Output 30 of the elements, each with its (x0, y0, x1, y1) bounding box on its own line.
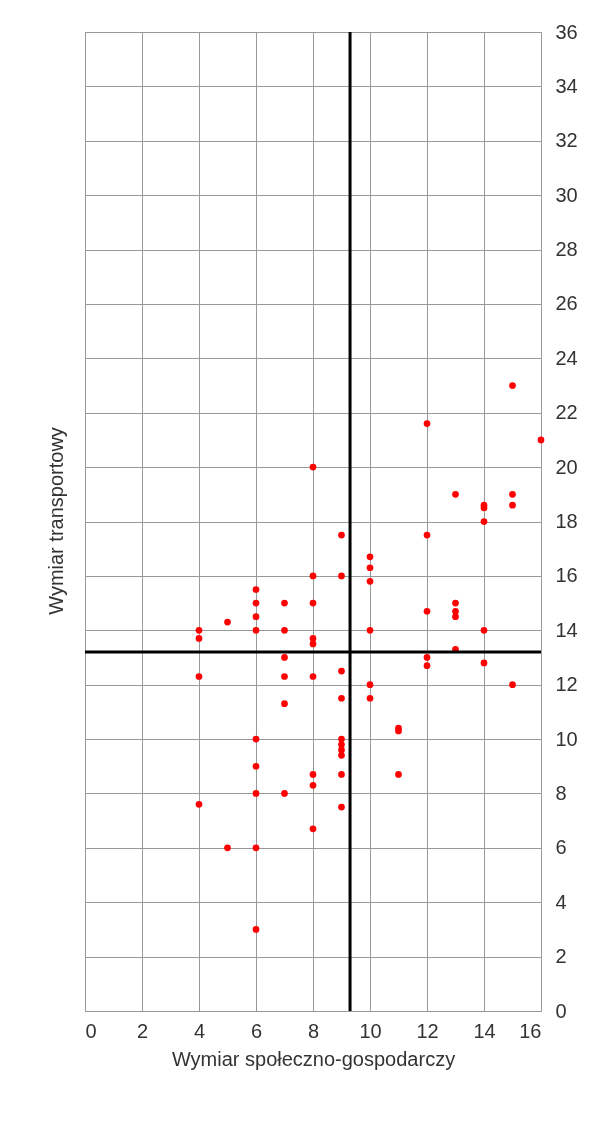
y-tick-label: 14 (555, 618, 578, 641)
y-tick-label: 4 (555, 890, 567, 913)
y-tick-label: 26 (555, 292, 578, 315)
y-axis-title: Wymiar transportowy (45, 427, 67, 615)
y-tick-label: 22 (555, 401, 578, 424)
x-tick-label: 14 (473, 1019, 496, 1042)
x-tick-label: 12 (416, 1019, 439, 1042)
x-tick-label: 2 (136, 1019, 149, 1042)
y-tick-label: 24 (555, 346, 578, 369)
y-tick-label: 6 (555, 836, 567, 859)
x-tick-label: 8 (307, 1019, 320, 1042)
y-tick-label: 10 (555, 727, 578, 750)
x-axis-title: Wymiar społeczno-gospodarczy (171, 1047, 456, 1070)
x-tick-label: 0 (85, 1019, 97, 1042)
y-tick-label: 30 (555, 183, 578, 206)
y-tick-label: 18 (555, 510, 578, 532)
x-tick-label: 10 (359, 1019, 382, 1042)
y-tick-label: 20 (555, 455, 578, 478)
y-tick-label: 36 (555, 20, 578, 43)
y-tick-label: 8 (555, 781, 567, 804)
y-tick-label: 28 (555, 238, 578, 261)
y-tick-label: 34 (555, 74, 578, 97)
y-tick-label: 12 (555, 673, 578, 696)
y-tick-label: 0 (555, 999, 567, 1022)
x-tick-label: 16 (519, 1019, 542, 1042)
y-tick-label: 16 (555, 564, 578, 587)
y-tick-label: 2 (555, 945, 567, 968)
y-tick-label: 32 (555, 129, 578, 152)
x-tick-label: 6 (250, 1019, 263, 1042)
x-tick-label: 4 (193, 1019, 206, 1042)
